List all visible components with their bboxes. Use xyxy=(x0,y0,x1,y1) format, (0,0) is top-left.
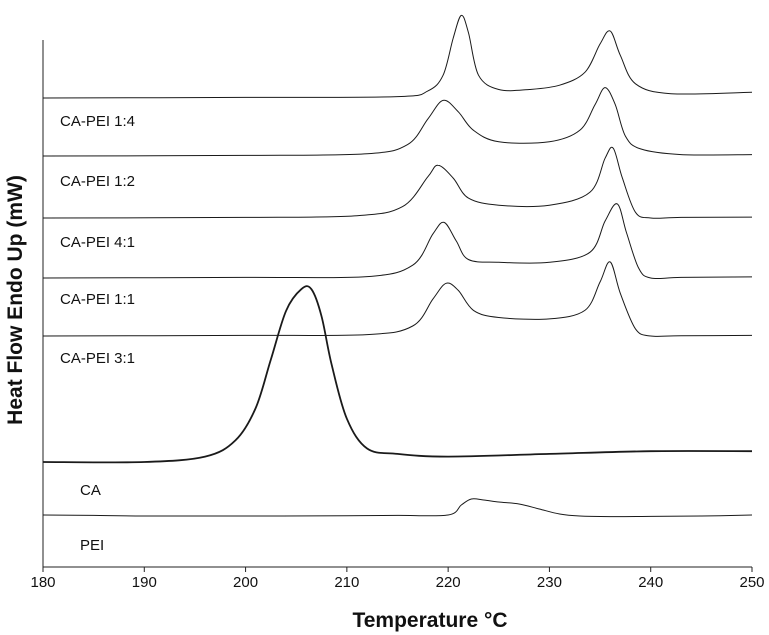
curve-top xyxy=(42,14,753,99)
x-tick-label: 190 xyxy=(132,574,157,591)
curve-ca xyxy=(42,498,753,518)
x-ticks: 180 190 200 210 220 230 240 250 xyxy=(30,567,765,591)
x-tick-label: 200 xyxy=(233,574,258,591)
x-axis-title: Temperature °C xyxy=(352,609,507,632)
curve-ca-pei-1-4 xyxy=(42,87,753,157)
x-tick-label: 250 xyxy=(739,574,764,591)
curve-label: PEI xyxy=(80,537,104,554)
curve-label: CA-PEI 1:1 xyxy=(60,291,135,308)
curve-ca-pei-1-1 xyxy=(42,261,753,337)
x-tick-label: 220 xyxy=(436,574,461,591)
plot-area: 180 190 200 210 220 230 240 250 CA-PEI 1:4CA-PE… xyxy=(30,14,765,591)
curve-labels: CA-PEI 1:4 CA-PEI 1:2 CA-PEI 4:1 CA-PEI 1:1… xyxy=(60,113,135,554)
curve-label: CA-PEI 1:4 xyxy=(60,113,135,130)
curve-label: CA-PEI 3:1 xyxy=(60,350,135,367)
x-tick-label: 230 xyxy=(537,574,562,591)
x-tick-label: 210 xyxy=(334,574,359,591)
curve-label: CA xyxy=(80,482,101,499)
curve-ca-pei-1-2 xyxy=(42,146,753,219)
x-tick-label: 240 xyxy=(638,574,663,591)
x-tick-label: 180 xyxy=(30,574,55,591)
curves xyxy=(42,14,753,518)
curve-label: CA-PEI 1:2 xyxy=(60,173,135,190)
curve-label: CA-PEI 4:1 xyxy=(60,234,135,251)
curve-ca-pei-3-1 xyxy=(42,285,753,464)
y-axis-title: Heat Flow Endo Up (mW) xyxy=(4,175,27,425)
curve-ca-pei-4-1 xyxy=(42,203,753,280)
